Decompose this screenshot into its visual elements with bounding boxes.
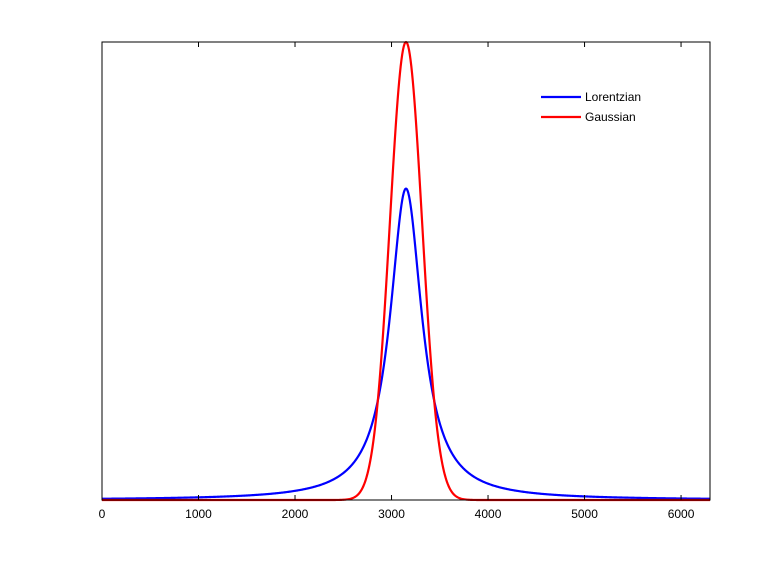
x-tick-label: 6000	[668, 507, 695, 521]
legend: Lorentzian Gaussian	[533, 82, 653, 128]
x-tick-label: 2000	[282, 507, 309, 521]
legend-label-lorentzian: Lorentzian	[585, 90, 641, 104]
x-tick-label: 0	[99, 507, 106, 521]
x-tick-label: 4000	[475, 507, 502, 521]
legend-items: Lorentzian Gaussian	[541, 90, 641, 124]
legend-label-gaussian: Gaussian	[585, 110, 636, 124]
x-tick-label: 3000	[378, 507, 405, 521]
x-tick-label: 5000	[571, 507, 598, 521]
axes-box	[101, 41, 711, 501]
x-tick-label: 1000	[185, 507, 212, 521]
series-line-lorentzian	[101, 187, 711, 500]
x-axis-ticks: 0 1000 2000 3000 4000 5000 6000	[99, 42, 695, 521]
legend-box	[533, 82, 653, 128]
